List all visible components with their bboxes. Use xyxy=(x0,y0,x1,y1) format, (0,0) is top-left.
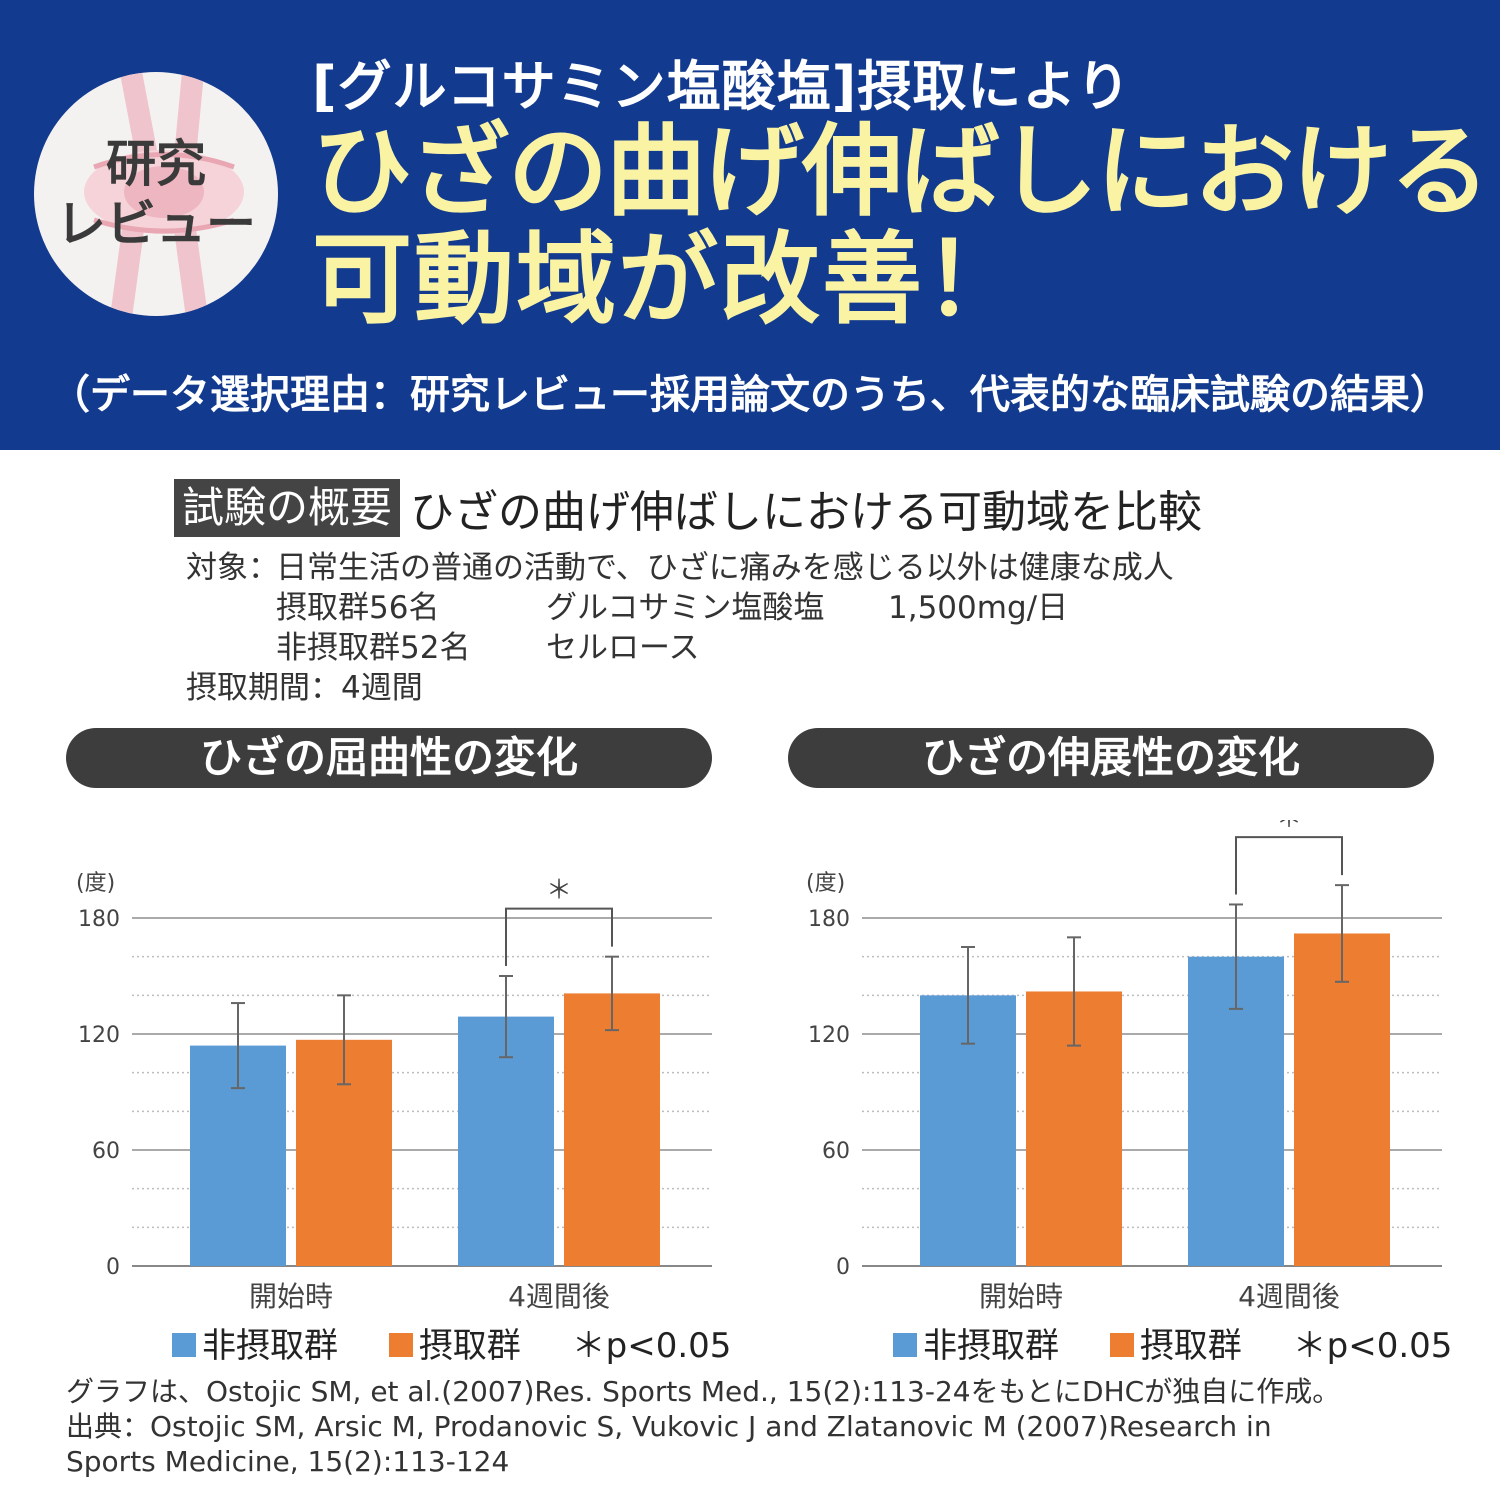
legend-swatch-non-intake xyxy=(172,1332,196,1357)
flexion-legend: 非摂取群 摂取群 ＊p<0.05 xyxy=(172,1318,731,1367)
source-line-1: グラフは、Ostojic SM, et al.(2007)Res. Sports… xyxy=(66,1375,1341,1408)
source-line-3: Sports Medicine, 15(2):113-124 xyxy=(66,1445,510,1478)
period-label: 摂取期間： xyxy=(186,670,341,706)
subject-row: 対象：日常生活の普通の活動で、ひざに痛みを感じる以外は健康な成人 xyxy=(186,548,1174,588)
extension-bar-chart: 0 60 120 180 (度) 開始時 4週間後 ＊ xyxy=(806,820,1442,1313)
extension-chart-title: ひざの伸展性の変化 xyxy=(788,728,1434,788)
y-tick-label: 60 xyxy=(92,1139,120,1164)
significance-bracket xyxy=(505,907,613,966)
legend-non-intake: 非摂取群 xyxy=(923,1326,1059,1366)
x-category-label: 開始時 xyxy=(979,1280,1063,1313)
legend-intake: 摂取群 xyxy=(418,1326,521,1366)
flexion-chart-title: ひざの屈曲性の変化 xyxy=(66,728,712,788)
y-tick-label: 120 xyxy=(808,1023,850,1048)
significance-mark: ＊ xyxy=(1276,820,1302,834)
data-selection-reason: （データ選択理由：研究レビュー採用論文のうち、代表的な臨床試験の結果） xyxy=(50,372,1450,418)
subject-label: 対象： xyxy=(186,550,279,586)
study-overview-heading: 試験の概要 ひざの曲げ伸ばしにおける可動域を比較 xyxy=(174,476,1202,540)
period-value: 4週間 xyxy=(341,670,423,706)
x-category-label: 4週間後 xyxy=(508,1280,610,1313)
source-citation: グラフは、Ostojic SM, et al.(2007)Res. Sports… xyxy=(66,1374,1340,1479)
header-banner: 研究 レビュー [グルコサミン塩酸塩]摂取により ひざの曲げ伸ばしにおける 可動… xyxy=(0,0,1500,450)
significance-bracket xyxy=(1235,836,1343,895)
legend-swatch-intake xyxy=(1109,1332,1134,1357)
y-tick-label: 60 xyxy=(822,1139,850,1164)
knee-joint-icon xyxy=(84,72,244,316)
intake-group-detail: グルコサミン塩酸塩 xyxy=(546,590,825,626)
control-group-detail: セルロース xyxy=(546,630,700,666)
subtitle: [グルコサミン塩酸塩]摂取により xyxy=(312,55,1132,118)
headline-line-1: ひざの曲げ伸ばしにおける xyxy=(312,113,1490,230)
period-row: 摂取期間：4週間 xyxy=(186,668,1174,708)
extension-legend: 非摂取群 摂取群 ＊p<0.05 xyxy=(893,1318,1452,1367)
significance-mark: ＊ xyxy=(546,876,572,906)
intake-group-name: 摂取群56名 xyxy=(276,590,440,626)
intake-group-row: 摂取群56名 グルコサミン塩酸塩 1,500mg/日 xyxy=(186,588,1174,628)
legend-significance: ＊p<0.05 xyxy=(1292,1326,1453,1366)
badge-line-1: 研究 xyxy=(106,135,206,193)
headline-line-2: 可動域が改善！ xyxy=(312,221,1026,338)
subject-text: 日常生活の普通の活動で、ひざに痛みを感じる以外は健康な成人 xyxy=(276,550,1174,586)
y-axis-unit: (度) xyxy=(76,871,115,896)
legend-intake: 摂取群 xyxy=(1139,1326,1242,1366)
y-tick-label: 180 xyxy=(78,907,120,932)
source-line-2: 出典：Ostojic SM, Arsic M, Prodanovic S, Vu… xyxy=(66,1410,1272,1443)
legend-swatch-intake xyxy=(388,1332,413,1357)
overview-title: ひざの曲げ伸ばしにおける可動域を比較 xyxy=(410,487,1203,538)
y-tick-label: 0 xyxy=(106,1255,120,1280)
intake-group-dose: 1,500mg/日 xyxy=(888,590,1069,626)
overview-tag: 試験の概要 xyxy=(174,479,401,537)
bar xyxy=(1294,933,1390,1266)
bar xyxy=(564,993,660,1266)
research-review-badge: 研究 レビュー xyxy=(34,72,278,316)
badge-line-2: レビュー xyxy=(56,195,256,253)
y-tick-label: 180 xyxy=(808,907,850,932)
legend-non-intake: 非摂取群 xyxy=(202,1326,338,1366)
legend-significance: ＊p<0.05 xyxy=(571,1326,732,1366)
headline: ひざの曲げ伸ばしにおける 可動域が改善！ xyxy=(312,113,1490,338)
y-axis-unit: (度) xyxy=(806,871,845,896)
control-group-row: 非摂取群52名 セルロース xyxy=(186,628,1174,668)
x-category-label: 開始時 xyxy=(249,1280,333,1313)
y-tick-label: 120 xyxy=(78,1023,120,1048)
x-category-label: 4週間後 xyxy=(1238,1280,1340,1313)
legend-swatch-non-intake xyxy=(893,1332,917,1357)
study-details: 対象：日常生活の普通の活動で、ひざに痛みを感じる以外は健康な成人 摂取群56名 … xyxy=(186,548,1174,708)
flexion-bar-chart: 0 60 120 180 (度) 開始時 4週間後 ＊ xyxy=(76,871,712,1313)
control-group-name: 非摂取群52名 xyxy=(276,630,471,666)
y-tick-label: 0 xyxy=(836,1255,850,1280)
